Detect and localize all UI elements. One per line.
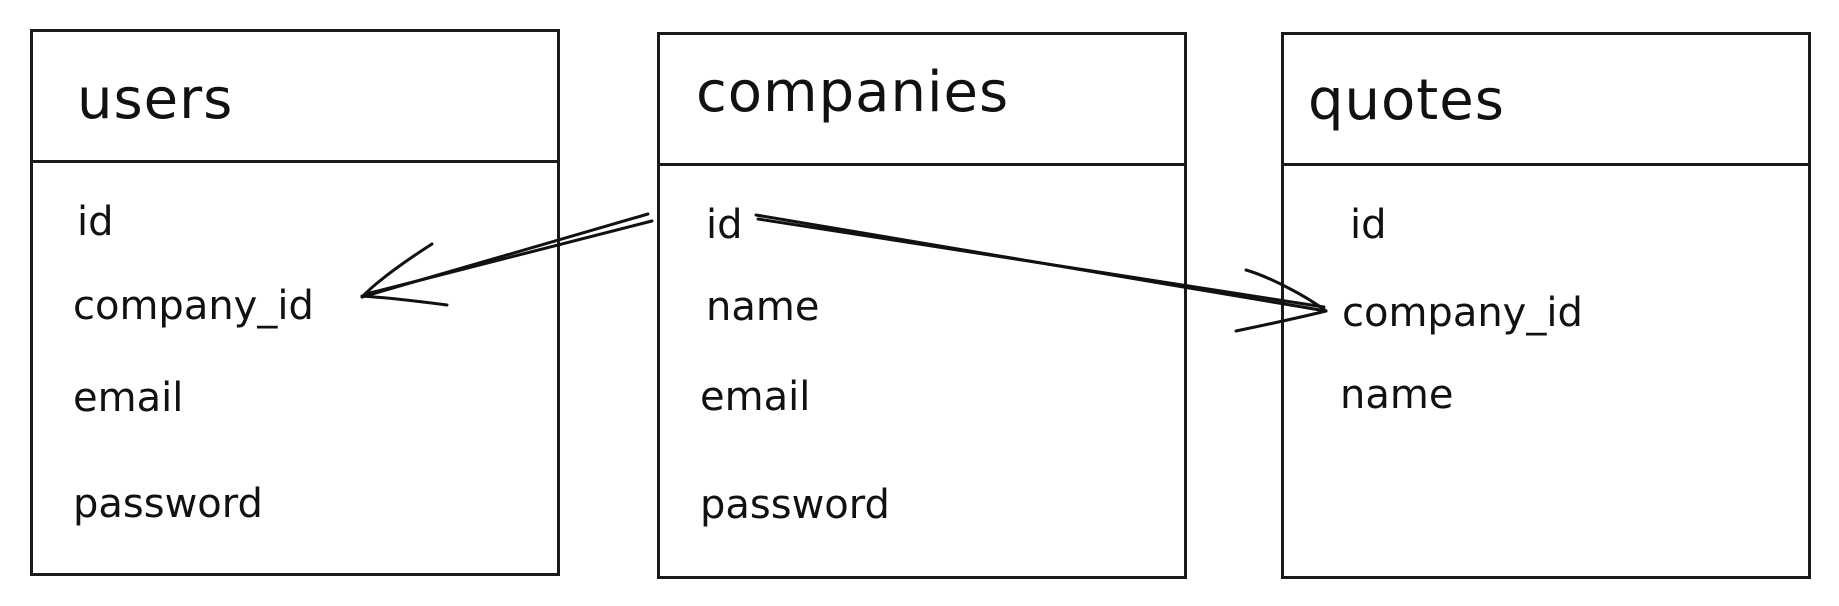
- users-field-password: password: [73, 481, 263, 527]
- companies-field-password: password: [700, 482, 890, 528]
- table-users: users id company_id email password: [30, 29, 560, 576]
- companies-field-name: name: [706, 284, 820, 330]
- quotes-field-id: id: [1350, 202, 1387, 248]
- table-users-title: users: [77, 67, 234, 132]
- table-quotes-title: quotes: [1308, 68, 1505, 133]
- companies-field-id: id: [706, 202, 743, 248]
- table-users-header: users: [33, 32, 557, 163]
- table-quotes-header: quotes: [1284, 35, 1808, 166]
- companies-field-email: email: [700, 374, 811, 420]
- table-companies-header: companies: [660, 35, 1184, 166]
- users-field-email: email: [73, 375, 184, 421]
- table-quotes: quotes id company_id name: [1281, 32, 1811, 579]
- users-field-company-id: company_id: [73, 283, 314, 329]
- quotes-field-name: name: [1340, 372, 1454, 418]
- table-companies-title: companies: [696, 60, 1010, 125]
- table-companies: companies id name email password: [657, 32, 1187, 579]
- users-field-id: id: [77, 199, 114, 245]
- quotes-field-company-id: company_id: [1342, 290, 1583, 336]
